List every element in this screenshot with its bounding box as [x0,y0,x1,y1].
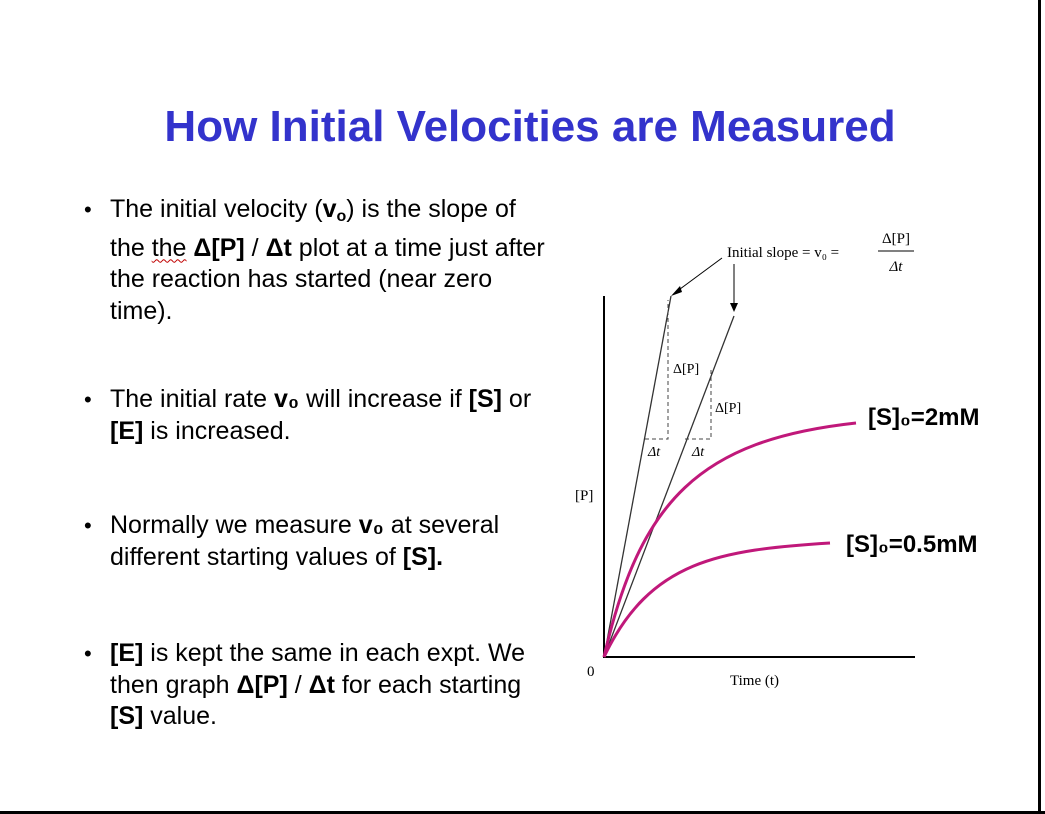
bullet-text-3: Normally we measure v₀ at several differ… [110,510,550,573]
slope-arrow-left-head [671,286,682,296]
bullet-text-run: plot at a time just after the reaction h… [110,233,545,325]
bullet-text-run: v₀ [358,511,384,539]
bullet-text-run: Δ[P] [186,233,245,262]
slope-arrow-down-head [730,303,738,312]
bullet-text-run: [S]. [402,542,444,571]
bullet-dot: • [84,197,92,222]
origin-label: 0 [587,664,595,680]
bullet-text-run: is kept the same in each expt. We then g… [110,639,526,699]
bullet-text-run: for each starting [334,670,522,699]
tangent-line-low [603,315,735,658]
slide-bottom-border [0,811,1045,814]
curve-high-label: [S]₀=2mM [868,404,980,431]
bullet-text-run: [E] [110,639,144,667]
bullet-text-run: the [151,233,187,262]
bullet-text-4: [E] is kept the same in each expt. We th… [110,638,550,733]
curve-low-label: [S]₀=0.5mM [846,531,978,558]
bullet-text-run: / [287,670,309,699]
bullet-dot: • [84,387,92,412]
delta-triangle-low [685,370,712,440]
bullet-text-run: The initial velocity ( [110,195,323,223]
fraction-denominator: Δt [889,259,904,275]
bullet-text-run: v [322,195,337,223]
x-axis-label: Time (t) [730,673,779,689]
bullet-text-run: is increased. [143,416,291,445]
bullet-text-run: [S] [110,702,144,730]
bullet-text-run: Δ[P] [236,670,288,699]
delta-t-label-2: Δt [691,445,705,460]
bullet-text-run: at several different starting values of [110,511,500,571]
bullet-text-run: will increase if [299,385,469,413]
bullet-text-run: / [244,233,266,262]
bullet-dot: • [84,641,92,666]
bullet-text-run: [E] [110,416,144,445]
delta-triangle-high [645,300,669,440]
curve-high-substrate [602,421,857,658]
delta-t-label-1: Δt [647,445,661,460]
bullet-dot: • [84,513,92,538]
slope-arrow-left [675,257,723,293]
bullet-text-run: The initial rate [110,385,274,413]
bullet-text-run: Δt [265,233,292,262]
bullet-text-1: The initial velocity (vo) is the slope o… [110,194,550,327]
bullet-text-run: [S] [468,385,502,413]
slide-title: How Initial Velocities are Measured [164,102,896,151]
bullet-text-run: or [501,385,532,413]
curve-low-substrate [602,541,831,658]
bullet-text-2: The initial rate v₀ will increase if [S]… [110,384,550,447]
bullet-text-run: ) is the slope of the [110,195,516,262]
fraction-numerator: Δ[P] [882,231,910,247]
y-axis-label: [P] [575,488,593,504]
slide-right-border [1038,0,1041,814]
tangent-line-high [603,295,672,658]
bullet-text-run: o [336,208,347,225]
delta-p-label-1: Δ[P] [673,362,699,377]
delta-p-label-2: Δ[P] [715,401,741,416]
initial-slope-label: Initial slope = v₀ = [727,245,839,261]
bullet-text-run: Normally we measure [110,511,359,539]
bullet-text-run: v₀ [273,385,300,413]
bullet-text-run: value. [143,702,217,730]
bullet-text-run: Δt [308,670,335,699]
